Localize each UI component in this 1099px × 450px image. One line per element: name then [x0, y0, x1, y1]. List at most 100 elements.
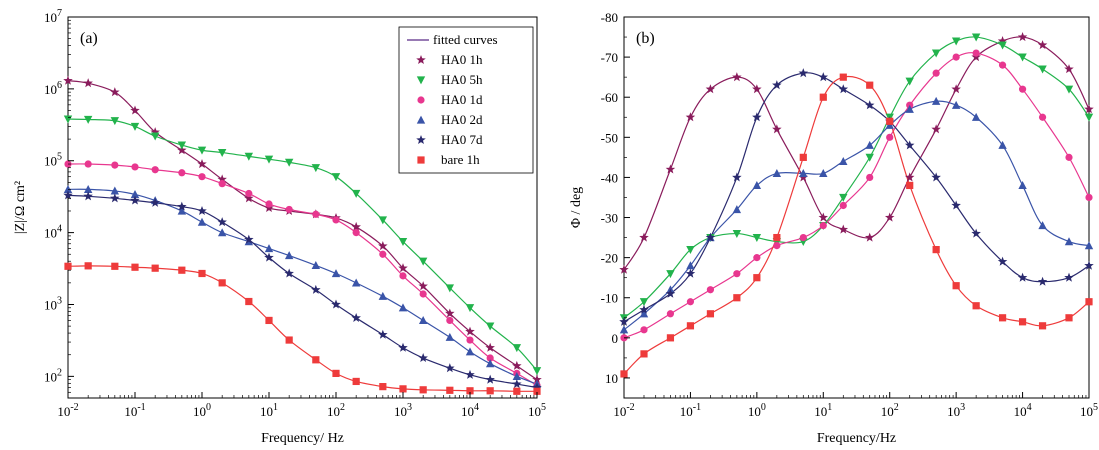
- point-ha0-2d: [639, 309, 649, 318]
- point-ha0-7d: [619, 316, 629, 326]
- point-ha0-1h: [639, 232, 649, 242]
- point-ha0-7d: [752, 112, 762, 122]
- x-tick-label: 100: [748, 402, 766, 419]
- point-ha0-2d: [885, 120, 894, 129]
- point-bare-1h: [866, 81, 874, 89]
- y-tick-label: 106: [44, 80, 62, 97]
- point-ha0-5h: [865, 153, 874, 162]
- legend-entry-bare-1h: bare 1h: [441, 152, 480, 167]
- x-tick-label: 102: [327, 402, 345, 419]
- point-bare-1h: [131, 263, 139, 271]
- point-ha0-5h: [686, 246, 695, 255]
- y-axis-label-b: Φ / deg: [569, 187, 584, 228]
- point-ha0-1d: [352, 229, 360, 237]
- point-ha0-1h: [512, 360, 522, 370]
- y-axis-ticks-b: 10 0 -10 -20 -30 -40 -50 -60 -70 -80: [601, 10, 630, 386]
- point-bare-1h: [218, 279, 226, 287]
- point-ha0-1h: [110, 87, 120, 97]
- point-ha0-5h: [217, 148, 227, 157]
- point-ha0-7d: [177, 201, 187, 211]
- point-ha0-1h: [1017, 32, 1028, 42]
- point-ha0-1d: [466, 336, 474, 344]
- point-ha0-2d: [351, 278, 361, 287]
- x-tick-label: 105: [1080, 402, 1098, 419]
- point-ha0-5h: [485, 322, 495, 331]
- point-ha0-1d: [131, 163, 139, 171]
- point-ha0-5h: [998, 41, 1007, 50]
- x-tick-label: 104: [1014, 402, 1032, 419]
- point-bare-1h: [198, 269, 206, 278]
- point-ha0-7d: [264, 252, 274, 262]
- point-ha0-7d: [378, 329, 388, 339]
- point-ha0-2d: [799, 169, 808, 178]
- point-ha0-1h: [445, 308, 455, 318]
- fit-line-ha0-1h: [67, 80, 538, 381]
- point-ha0-1d: [1038, 113, 1047, 121]
- point-ha0-7d: [997, 256, 1008, 266]
- point-ha0-1h: [665, 164, 676, 174]
- point-ha0-1h: [83, 78, 93, 88]
- point-ha0-1h: [931, 124, 941, 134]
- point-ha0-2d: [130, 190, 140, 199]
- point-ha0-7d: [818, 72, 829, 82]
- legend-entry-ha0-7d: HA0 7d: [441, 132, 483, 147]
- point-ha0-1d: [178, 169, 186, 177]
- point-ha0-7d: [864, 100, 875, 110]
- point-ha0-2d: [931, 96, 941, 105]
- point-ha0-1d: [419, 290, 427, 298]
- point-ha0-7d: [351, 312, 361, 322]
- legend-marker-ha0-1h: [416, 55, 426, 65]
- point-ha0-5h: [666, 270, 675, 279]
- point-bare-1h: [799, 153, 807, 161]
- point-bare-1h: [265, 316, 273, 325]
- point-ha0-1h: [619, 264, 629, 274]
- point-ha0-2d: [839, 156, 848, 165]
- fit-line-ha0-7d: [67, 194, 538, 389]
- point-ha0-1h: [1037, 40, 1048, 50]
- legend-entry-ha0-1h: HA0 1h: [441, 52, 483, 67]
- point-ha0-7d: [971, 228, 981, 238]
- point-ha0-1d: [1018, 85, 1027, 93]
- point-ha0-7d: [398, 342, 408, 352]
- point-ha0-7d: [685, 268, 696, 278]
- panel-a-bode-impedance: 10-2 10-1 100 101 102 103 104 105 1021031041051…: [13, 8, 546, 446]
- point-ha0-1d: [866, 173, 874, 182]
- point-ha0-2d: [398, 303, 408, 312]
- point-ha0-7d: [705, 232, 716, 242]
- point-ha0-5h: [512, 344, 522, 353]
- point-ha0-1h: [1084, 104, 1094, 114]
- point-ha0-2d: [284, 251, 294, 260]
- fit-line-ha0-2d: [623, 100, 1090, 331]
- x-axis-label-a: Frequency/ Hz: [261, 431, 344, 446]
- point-ha0-5h: [732, 229, 742, 238]
- point-ha0-2d: [905, 104, 914, 113]
- point-ha0-5h: [951, 37, 961, 46]
- point-ha0-1d: [952, 53, 960, 61]
- fitted-curves-b: [623, 36, 1090, 375]
- point-ha0-1h: [732, 72, 742, 82]
- point-bare-1h: [972, 302, 980, 310]
- fit-line-bare-1h: [623, 75, 1090, 375]
- point-ha0-2d: [217, 228, 227, 237]
- point-bare-1h: [753, 274, 761, 282]
- point-ha0-1h: [130, 105, 140, 115]
- point-ha0-1d: [640, 326, 648, 334]
- fit-line-ha0-5h: [623, 36, 1090, 319]
- point-bare-1h: [1085, 298, 1093, 306]
- point-ha0-1d: [666, 310, 675, 318]
- legend-marker-ha0-1d: [417, 96, 425, 104]
- point-ha0-2d: [865, 140, 874, 149]
- point-ha0-1h: [217, 174, 227, 184]
- point-ha0-7d: [110, 193, 120, 203]
- point-ha0-7d: [465, 369, 475, 379]
- legend-entry-ha0-1d: HA0 1d: [441, 92, 483, 107]
- x-tick-label: 10-1: [124, 402, 145, 419]
- point-ha0-1h: [485, 342, 495, 352]
- point-ha0-7d: [485, 374, 495, 384]
- fit-line-ha0-1d: [67, 163, 538, 386]
- point-ha0-1d: [932, 69, 940, 77]
- point-ha0-1h: [351, 221, 361, 231]
- point-ha0-7d: [197, 205, 207, 216]
- point-bare-1h: [466, 387, 474, 395]
- x-tick-label: 10-2: [57, 402, 78, 419]
